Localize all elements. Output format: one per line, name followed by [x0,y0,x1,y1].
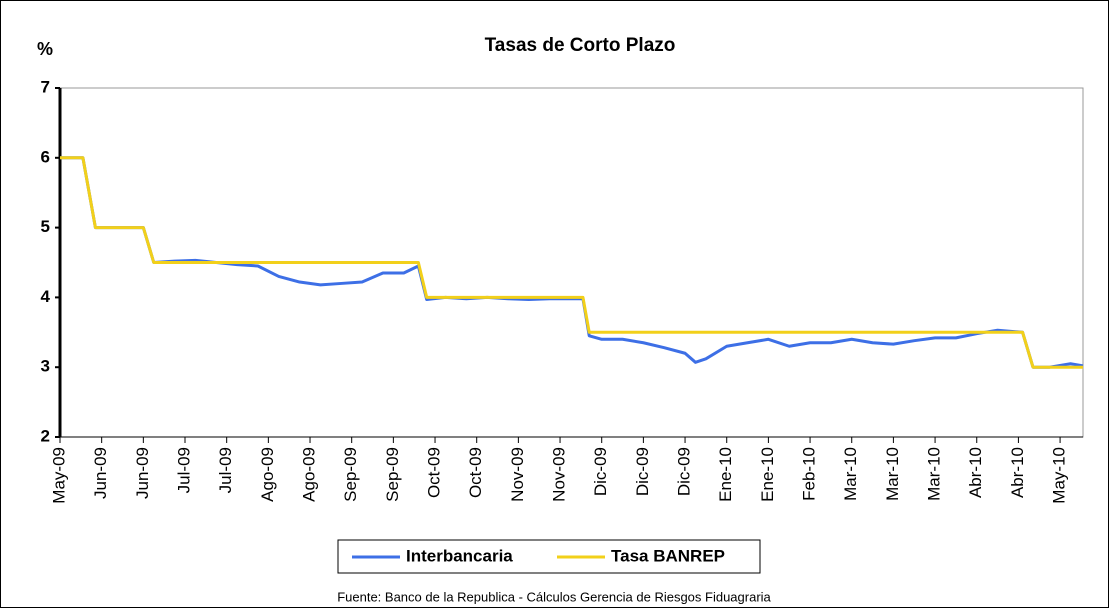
x-tick-label: Ene-10 [716,447,735,502]
source-note: Fuente: Banco de la Republica - Cálculos… [337,589,771,604]
legend-label: Tasa BANREP [611,546,725,565]
x-tick-label: Oct-09 [466,447,485,498]
y-tick-label: 5 [41,217,50,236]
x-tick-label: Abr-10 [1008,447,1027,498]
x-tick-label: Dic-09 [633,447,652,496]
legend-box [337,539,761,574]
x-tick-label: Sep-09 [341,447,360,502]
y-tick-label: 4 [41,287,51,306]
chart-title: Tasas de Corto Plazo [485,35,676,56]
x-tick-label: Abr-10 [966,447,985,498]
legend-label: Interbancaria [406,546,513,565]
legend: Interbancaria Tasa BANREP [337,539,761,574]
x-tick-label: Ago-09 [258,447,277,502]
x-tick-label: Ago-09 [300,447,319,502]
x-tick-label: Nov-09 [550,447,569,502]
x-tick-label: Feb-10 [800,447,819,501]
x-tick-label: Mar-10 [841,447,860,501]
x-tick-label: Dic-09 [591,447,610,496]
x-tick-label: Oct-09 [425,447,444,498]
y-tick-label: 2 [41,426,50,445]
x-tick-label: May-09 [49,447,68,504]
y-tick-label: 7 [41,77,50,96]
x-tick-label: Jul-09 [216,447,235,493]
y-tick-label: 6 [41,147,50,166]
x-tick-label: Dic-09 [675,447,694,496]
x-tick-label: Jul-09 [174,447,193,493]
x-tick-label: Jun-09 [91,447,110,499]
x-tick-label: Jun-09 [133,447,152,499]
x-tick-label: Sep-09 [383,447,402,502]
x-tick-label: Ene-10 [758,447,777,502]
x-tick-label: Mar-10 [883,447,902,501]
y-tick-label: 3 [41,357,50,376]
series-line [60,156,1083,369]
x-tick-label: May-10 [1050,447,1069,504]
x-tick-label: Mar-10 [925,447,944,501]
x-tick-label: Nov-09 [508,447,527,502]
y-axis-label: % [37,39,53,59]
